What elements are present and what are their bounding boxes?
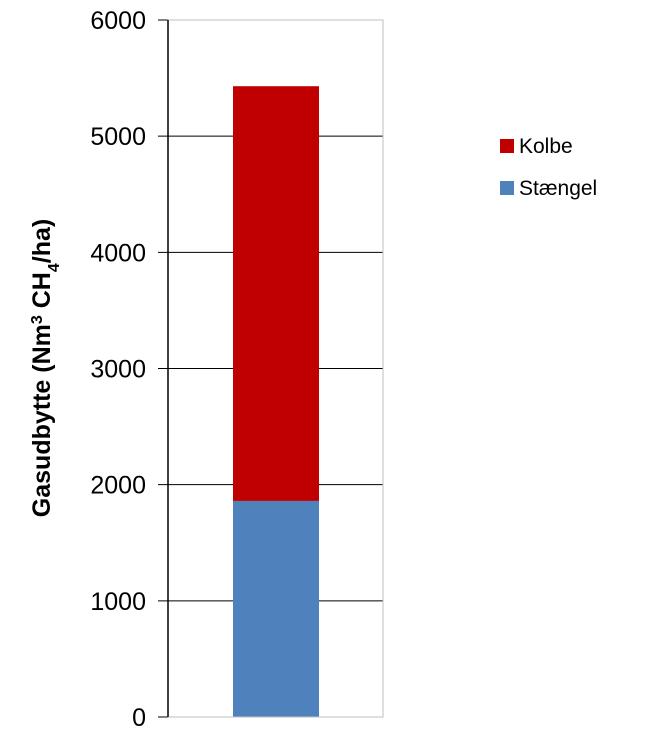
legend: Kolbe Stængel [500,135,597,200]
bar-segment-kolbe [233,86,319,501]
y-tick-labels: 0 1000 2000 3000 4000 5000 6000 [90,7,146,731]
y-axis-label-end: /ha) [28,219,56,263]
y-axis-label-sub: 4 [46,263,63,272]
bars [233,86,319,717]
y-tick-label: 5000 [90,123,146,151]
y-axis-label-sup: 3 [29,315,46,324]
y-tick-label: 6000 [90,7,146,35]
y-tick-label: 4000 [90,239,146,267]
y-axis-label: Gasudbytte (Nm3 CH4/ha) [28,219,63,517]
legend-label: Kolbe [519,135,573,158]
y-tick-label: 3000 [90,356,146,384]
y-axis-label-main: Gasudbytte (Nm [28,324,56,517]
bar-segment-stængel [233,500,319,717]
y-tick-label: 2000 [90,472,146,500]
legend-swatch [500,181,514,195]
y-tick-label: 1000 [90,588,146,616]
legend-swatch [500,139,514,153]
y-axis-label-mid: CH [28,272,56,315]
legend-label: Stængel [519,177,597,200]
y-tick-label: 0 [132,704,146,731]
